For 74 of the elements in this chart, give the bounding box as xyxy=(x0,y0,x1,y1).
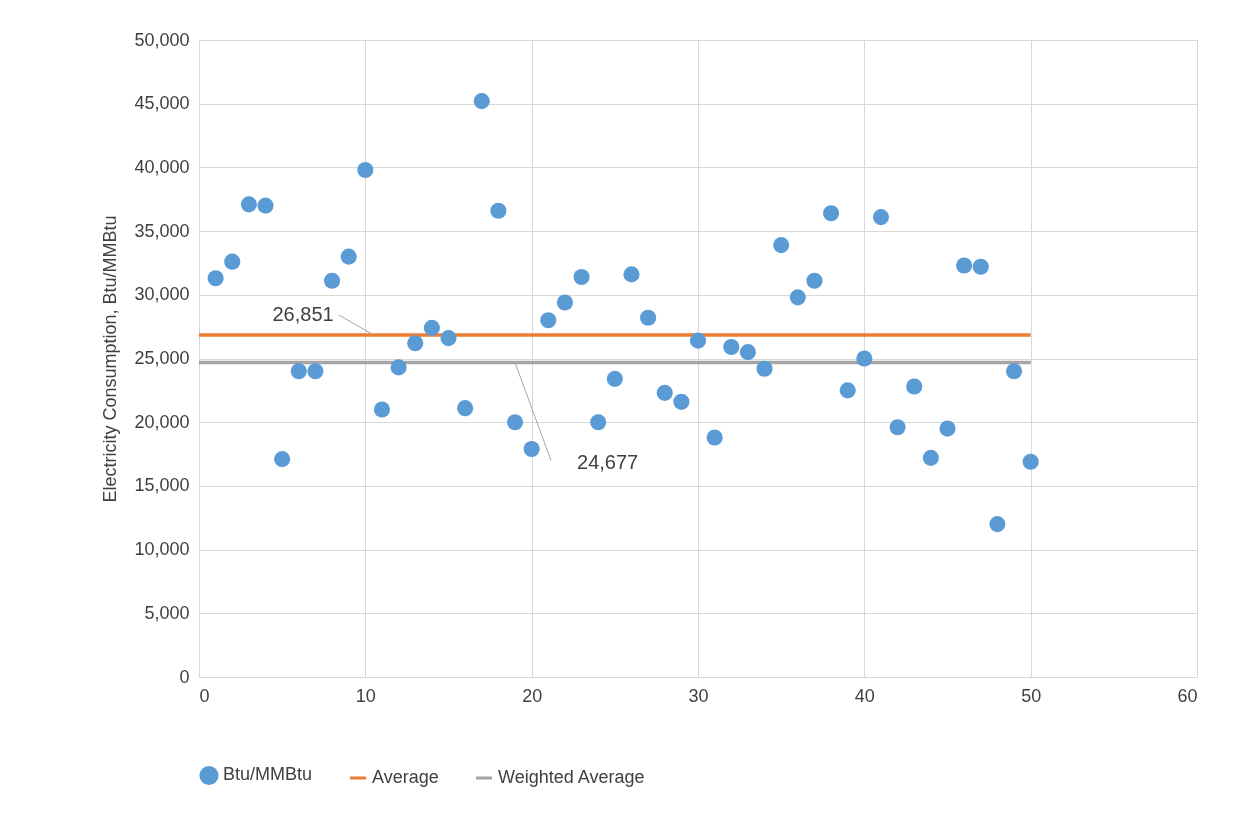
point xyxy=(590,414,607,431)
legend-label: Average xyxy=(372,767,439,787)
point xyxy=(640,309,657,326)
point xyxy=(457,400,474,417)
x-tick-label: 10 xyxy=(355,685,376,706)
point xyxy=(290,363,307,380)
point xyxy=(523,440,540,457)
y-tick-label: 35,000 xyxy=(134,220,190,241)
legend-label: Btu/MMBtu xyxy=(223,764,313,785)
point xyxy=(756,360,773,377)
x-tick-label: 40 xyxy=(854,685,875,706)
point xyxy=(556,294,573,311)
y-tick-label: 15,000 xyxy=(134,475,190,496)
point xyxy=(806,272,823,289)
point xyxy=(689,332,707,349)
point xyxy=(490,202,507,219)
point xyxy=(922,449,939,466)
point xyxy=(773,237,790,254)
y-axis-title: Electricity Consumption, Btu/MMBtu xyxy=(100,215,121,503)
point xyxy=(440,330,457,347)
y-tick-label: 10,000 xyxy=(134,539,190,560)
point xyxy=(324,272,341,289)
point xyxy=(274,451,291,468)
y-tick-label: 20,000 xyxy=(134,411,190,432)
point xyxy=(1005,363,1023,380)
annotation: 26,851 xyxy=(272,302,334,325)
point xyxy=(373,401,391,418)
point xyxy=(856,350,873,367)
annotation: 24,677 xyxy=(577,450,639,473)
point xyxy=(956,257,973,274)
point xyxy=(423,319,440,336)
point xyxy=(839,382,856,399)
y-tick-label: 5,000 xyxy=(144,602,190,623)
y-tick-label: 25,000 xyxy=(134,348,190,368)
point xyxy=(673,393,690,410)
y-tick-label: 45,000 xyxy=(134,93,190,114)
legend-label: Weighted Average xyxy=(498,767,645,787)
y-tick-label: 0 xyxy=(179,666,190,687)
y-tick-label: 50,000 xyxy=(134,29,190,50)
x-tick-label: 50 xyxy=(1021,685,1042,706)
point xyxy=(706,429,723,446)
point xyxy=(623,266,640,283)
point xyxy=(207,270,224,287)
point xyxy=(872,209,890,226)
point xyxy=(506,414,524,431)
x-tick-label: 60 xyxy=(1177,685,1198,706)
point xyxy=(739,344,756,361)
point xyxy=(1022,453,1039,470)
point xyxy=(357,161,374,178)
point xyxy=(224,253,241,270)
point xyxy=(723,338,740,356)
point xyxy=(407,335,424,352)
y-tick-label: 40,000 xyxy=(134,156,190,177)
y-tick-label: 30,000 xyxy=(134,284,190,305)
point xyxy=(540,312,557,329)
x-tick-label: 0 xyxy=(199,685,210,706)
point xyxy=(889,419,906,436)
point xyxy=(789,289,806,306)
point xyxy=(606,370,623,387)
x-tick-label: 20 xyxy=(522,685,543,706)
point xyxy=(340,248,357,265)
x-tick-label: 30 xyxy=(688,685,709,706)
point xyxy=(972,258,989,275)
point xyxy=(390,359,407,376)
point xyxy=(240,196,257,213)
point xyxy=(823,205,840,222)
point xyxy=(573,268,590,286)
point xyxy=(656,384,673,401)
point xyxy=(906,378,923,395)
point xyxy=(939,420,956,437)
point xyxy=(473,93,490,110)
point xyxy=(989,516,1006,533)
point xyxy=(257,197,274,214)
point xyxy=(307,363,324,380)
